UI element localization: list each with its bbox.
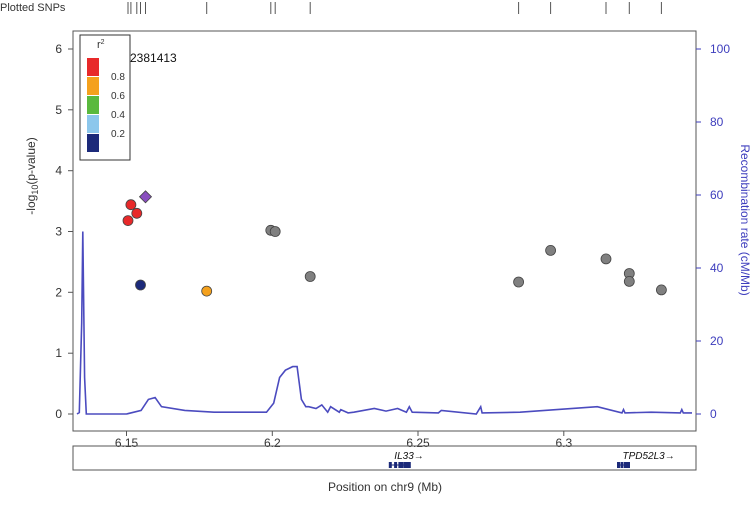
x-tick-label: 6.15: [115, 436, 139, 450]
y-right-tick-label: 20: [710, 334, 724, 348]
gene-track-frame: [72, 445, 697, 471]
legend-label: 0.6: [111, 91, 125, 102]
r2-legend: 0.8 0.6 0.4 0.2 r2: [79, 34, 131, 161]
x-tick-label: 6.2: [264, 436, 281, 450]
snp-point: [656, 284, 667, 296]
gene-exon: [617, 462, 620, 468]
gene-label: IL33→: [394, 451, 423, 462]
gene-exon: [624, 462, 627, 468]
x-axis: 6.15 6.2 6.25 6.3: [115, 431, 572, 450]
y-right-tick-label: 60: [710, 188, 724, 202]
gene-exon: [394, 462, 398, 468]
y-right-tick-label: 100: [710, 42, 730, 56]
y-left-axis: 0 1 2 3 4 5 6: [55, 42, 73, 421]
gene-track: IL33→ TPD52L3→: [388, 451, 675, 468]
y-left-tick-label: 6: [55, 42, 62, 56]
gene-exon: [406, 462, 409, 468]
y-right-axis: 0 20 40 60 80 100: [696, 42, 730, 421]
lead-snp-annotation: 2381413: [130, 51, 177, 65]
snp-point: [545, 244, 556, 256]
snp-point: [201, 285, 213, 297]
gene-exon: [403, 462, 407, 468]
snp-point: [304, 271, 316, 282]
y-left-tick-label: 3: [55, 225, 62, 239]
recombination-rate-line: [76, 231, 692, 415]
gene-exon: [398, 462, 402, 468]
snp-point: [125, 199, 137, 211]
snp-point: [131, 207, 143, 219]
gene-exon: [620, 462, 624, 468]
gene-exon: [407, 462, 411, 468]
snp-point: [623, 275, 635, 287]
legend-swatch: [87, 115, 99, 133]
legend-swatch: [87, 134, 99, 152]
legend-swatch: [87, 96, 99, 114]
y-right-tick-label: 80: [710, 115, 724, 129]
snp-point: [269, 226, 281, 237]
snp-point: [600, 253, 612, 265]
gene-label: TPD52L3→: [623, 451, 675, 462]
legend-bins: 0.8 0.6 0.4 0.2: [87, 58, 125, 152]
legend-label: 0.2: [111, 129, 125, 140]
gene-exon: [627, 462, 630, 468]
snp-points: [122, 190, 667, 297]
y-left-axis-title: -log10(p-value): [24, 137, 40, 214]
snp-point: [135, 279, 146, 291]
legend-swatch: [87, 58, 99, 76]
y-left-tick-label: 2: [55, 285, 62, 299]
plot-frame: [72, 30, 697, 432]
y-left-tick-label: 5: [55, 103, 62, 117]
plotted-snps-label: Plotted SNPs: [0, 2, 66, 14]
gene-exon: [400, 462, 404, 468]
y-left-tick-label: 1: [55, 346, 62, 360]
x-axis-title: Position on chr9 (Mb): [328, 480, 442, 494]
snp-point: [122, 215, 134, 227]
legend-title: r2: [97, 39, 105, 51]
gene-exon: [388, 462, 392, 468]
lead-snp-diamond: [138, 190, 153, 204]
y-left-tick-label: 0: [55, 407, 62, 421]
y-right-tick-label: 0: [710, 407, 717, 421]
y-right-axis-title: Recombination rate (cM/Mb): [738, 144, 750, 295]
y-left-tick-label: 4: [55, 164, 62, 178]
legend-label: 0.8: [111, 72, 125, 83]
snp-point: [513, 276, 524, 288]
x-tick-label: 6.25: [406, 436, 430, 450]
legend-label: 0.4: [111, 110, 125, 121]
y-right-tick-label: 40: [710, 261, 724, 275]
plotted-snps-strip: [127, 2, 662, 14]
x-tick-label: 6.3: [555, 436, 572, 450]
legend-swatch: [87, 77, 99, 95]
